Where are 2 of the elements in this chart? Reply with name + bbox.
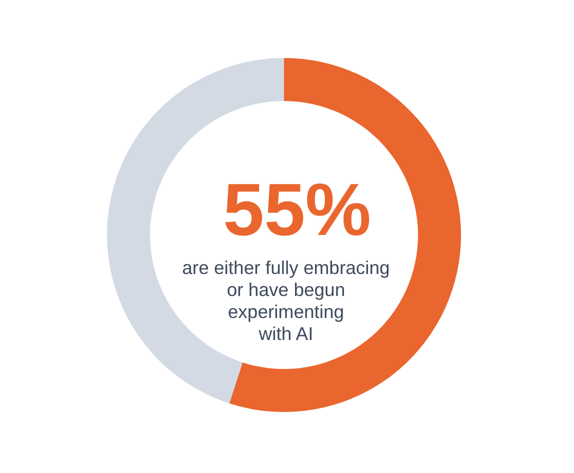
data-label: 55% — [222, 168, 372, 251]
text: are either fully embracing or have begun experimenting with AI — [182, 257, 390, 344]
